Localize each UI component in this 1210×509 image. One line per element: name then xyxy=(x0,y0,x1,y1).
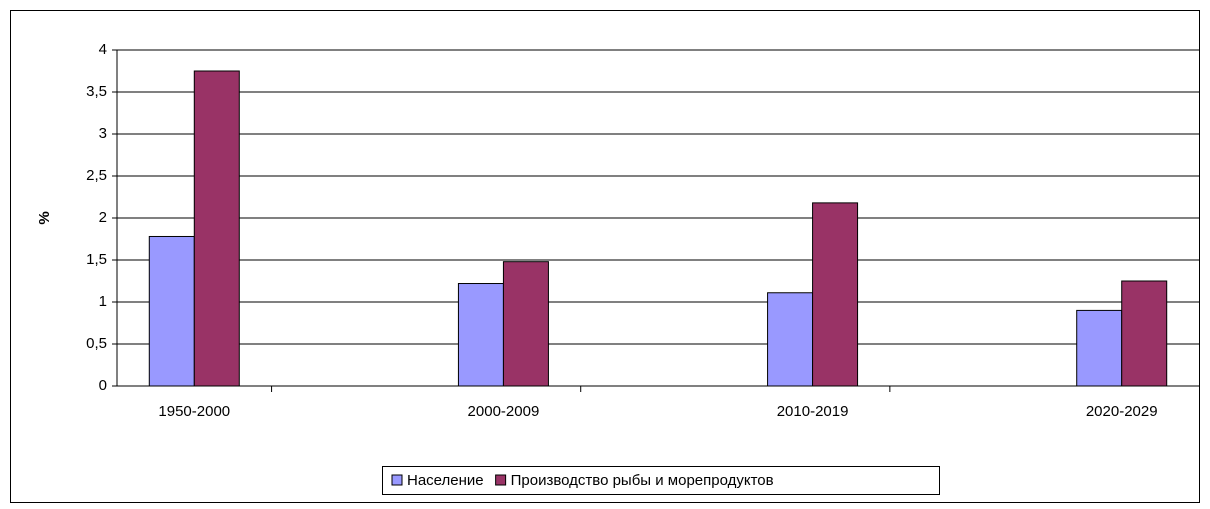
chart-border xyxy=(10,10,1200,503)
legend-swatch xyxy=(391,474,403,486)
x-tick-label: 1950-2000 xyxy=(158,403,230,420)
bar xyxy=(767,292,814,387)
y-tick-label: 1 xyxy=(99,293,107,310)
legend-swatch xyxy=(495,474,507,486)
y-tick-label: 0 xyxy=(99,377,107,394)
bar xyxy=(457,283,504,387)
legend-label: Население xyxy=(407,472,484,489)
y-tick-label: 1,5 xyxy=(86,251,107,268)
bar xyxy=(193,70,240,387)
y-tick-label: 2,5 xyxy=(86,167,107,184)
legend xyxy=(382,466,940,495)
y-axis-label: % xyxy=(36,211,53,224)
legend-label: Производство рыбы и морепродуктов xyxy=(511,472,774,489)
y-tick-label: 4 xyxy=(99,41,107,58)
y-tick-label: 3,5 xyxy=(86,83,107,100)
x-tick-label: 2000-2009 xyxy=(468,403,540,420)
y-tick-label: 2 xyxy=(99,209,107,226)
bar xyxy=(812,202,859,387)
bar xyxy=(1121,280,1168,387)
bar xyxy=(1076,309,1123,387)
y-tick-label: 3 xyxy=(99,125,107,142)
y-tick-label: 0,5 xyxy=(86,335,107,352)
bar xyxy=(148,235,195,387)
bar xyxy=(502,261,549,387)
x-tick-label: 2010-2019 xyxy=(777,403,849,420)
x-tick-label: 2020-2029 xyxy=(1086,403,1158,420)
